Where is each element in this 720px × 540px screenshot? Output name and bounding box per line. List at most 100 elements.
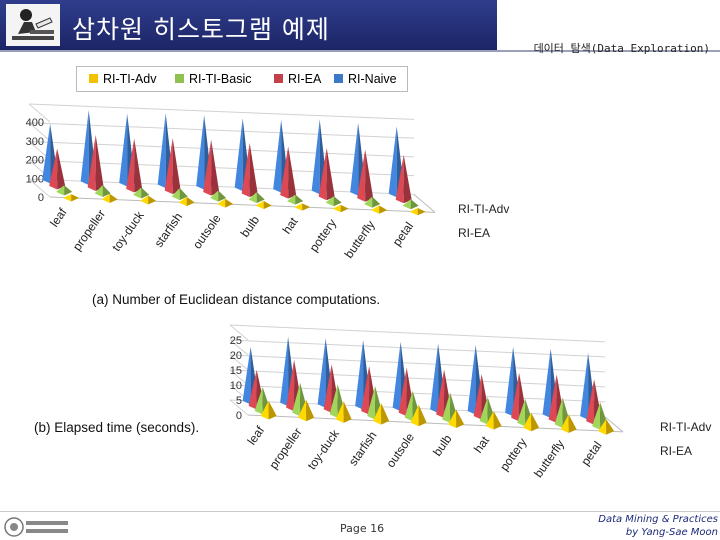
pyramid-bar (87, 134, 96, 191)
pyramid-bar (467, 345, 476, 415)
pyramid-bar (436, 369, 445, 418)
legend-label: RI-Naive (348, 72, 397, 86)
pyramid-bar (109, 193, 118, 203)
x-tick-label: outsole (383, 430, 417, 470)
chart-caption-a: (a) Number of Euclidean distance computa… (92, 292, 381, 307)
pyramid-bar (234, 118, 243, 192)
y-tick-label: 300 (26, 136, 44, 148)
pyramid-bar (388, 126, 397, 198)
pyramid-bar (598, 419, 607, 435)
gridline (229, 399, 249, 416)
pyramid-bar (280, 336, 289, 407)
pyramid-bar (430, 343, 439, 413)
x-tick-label: leaf (47, 205, 70, 229)
chart-elapsed-time: 0 5 10 15 20 25 leaf propeller toy-duck starfish o… (229, 324, 711, 480)
x-tick-label: hat (280, 214, 301, 236)
pyramid-bar (511, 372, 520, 422)
legend-swatch (175, 74, 184, 83)
gridline (28, 122, 51, 142)
legend-label: RI-EA (288, 72, 322, 86)
pyramid-bar (485, 411, 494, 430)
pyramid-bar (225, 198, 234, 208)
pyramid-bar (371, 205, 380, 214)
person-at-desk-icon (6, 4, 60, 46)
pyramid-bar (329, 384, 338, 418)
pyramid-bar (164, 137, 173, 195)
pyramid-bar (361, 365, 370, 415)
pyramid-bar (404, 390, 413, 422)
pyramid-bar (141, 187, 150, 199)
x-tick-label: butterfly (342, 218, 378, 261)
title-bar: 삼차원 히스토그램 예제 (0, 0, 497, 50)
pyramid-bar (211, 139, 220, 196)
page-number: Page 16 (340, 522, 385, 535)
pyramid-bar (542, 348, 551, 419)
gridline (229, 324, 249, 341)
pyramid-bar (248, 369, 257, 410)
pyramid-bar (179, 188, 188, 201)
chart-legend: RI-TI-Adv RI-TI-Basic RI-EA RI-Naive (76, 66, 408, 92)
y-tick-label: 25 (230, 335, 242, 347)
university-logo (4, 517, 68, 537)
gridline (229, 339, 606, 358)
x-tick-label: bulb (238, 213, 263, 240)
pyramid-bar (80, 110, 89, 185)
pyramid-bar (311, 119, 320, 195)
gridline (229, 354, 249, 371)
legend-item: RI-TI-Basic (175, 72, 252, 86)
pyramid-bar (448, 409, 457, 428)
pyramid-bar (340, 204, 349, 213)
header-divider (0, 50, 720, 52)
pyramid-bar (287, 194, 296, 205)
pyramid-bar (157, 113, 166, 189)
pyramid-bar (493, 411, 502, 430)
x-tick-label: hat (471, 433, 492, 455)
pyramid-bar (560, 414, 569, 434)
pyramid-bar (248, 192, 257, 204)
legend-item: RI-TI-Adv (89, 72, 156, 86)
pyramid-bar (148, 195, 157, 205)
pyramid-bar (398, 367, 407, 417)
pyramid-bar (442, 392, 451, 423)
pyramid-bar (292, 382, 301, 417)
x-tick-label: leaf (245, 423, 268, 447)
pyramid-bar (302, 203, 311, 211)
gridline (28, 178, 51, 198)
pyramid-bar (140, 195, 149, 205)
legend-item: RI-Naive (334, 72, 397, 86)
x-tick-label: toy-duck (109, 208, 147, 254)
y-tick-label: 100 (26, 173, 44, 185)
gridline (229, 339, 249, 356)
depth-axis-label: RI-EA (660, 444, 692, 458)
pyramid-bar (402, 199, 411, 210)
x-tick-label: propeller (70, 207, 108, 253)
pyramid-bar (63, 194, 72, 202)
pyramid-bar (101, 193, 110, 203)
pyramid-bar (410, 404, 419, 427)
legend-label: RI-TI-Basic (189, 72, 252, 86)
pyramid-bar (335, 401, 344, 423)
legend-label: RI-TI-Adv (103, 72, 157, 86)
pyramid-bar (171, 188, 180, 201)
pyramid-bar (196, 114, 205, 190)
legend-swatch (334, 74, 343, 83)
pyramid-bar (295, 194, 304, 205)
pyramid-bar (286, 359, 295, 412)
pyramid-bar (403, 154, 412, 204)
pyramid-bar (373, 402, 382, 425)
pyramid-bar (42, 123, 51, 184)
pyramid-bar (268, 400, 277, 420)
pyramid-bar (133, 187, 142, 199)
pyramid-bar (318, 147, 327, 201)
pyramid-bar (254, 386, 263, 415)
pyramid-bar (172, 137, 181, 195)
pyramid-bar (217, 198, 226, 208)
y-tick-label: 15 (230, 365, 242, 377)
gridline (229, 324, 606, 343)
chart-euclidean-distance: 0 100 200 300 400 leaf propeller toy-duck starfi… (26, 103, 509, 261)
pyramid-bar (568, 414, 577, 434)
pyramid-bar (64, 185, 73, 196)
pyramid-bar (260, 400, 269, 420)
pyramid-bar (392, 341, 401, 412)
gridline (28, 122, 415, 139)
